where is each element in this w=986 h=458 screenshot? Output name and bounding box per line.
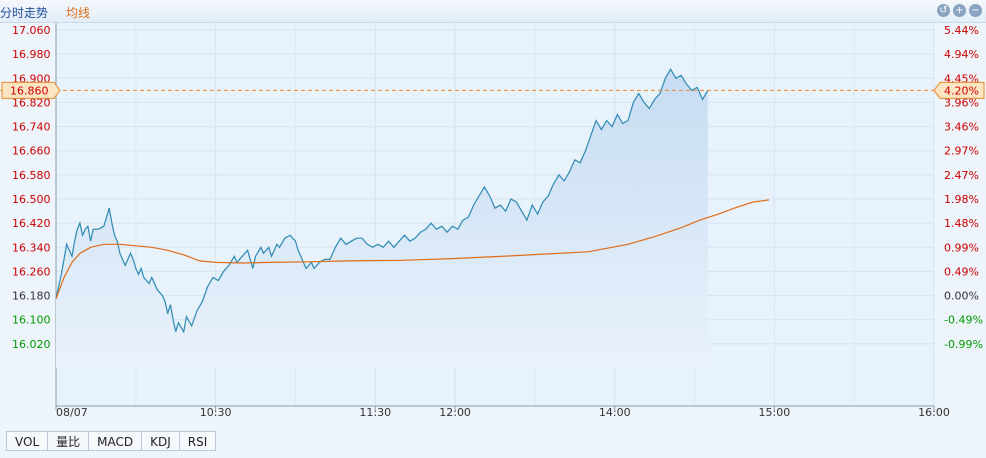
current-price-label: 16.860 (10, 84, 49, 97)
indicator-tabs: VOL 量比 MACD KDJ RSI (6, 431, 217, 451)
minus-icon[interactable]: − (969, 4, 982, 17)
x-tick-label: 15:00 (759, 406, 791, 419)
x-tick-label: 11:30 (359, 406, 391, 419)
y-tick-pct-label: 0.99% (944, 241, 979, 254)
undo-icon[interactable]: ↺ (937, 4, 950, 17)
y-tick-pct-label: 5.44% (944, 24, 979, 37)
y-tick-label: 17.060 (12, 24, 51, 37)
tab-vol[interactable]: VOL (6, 431, 48, 451)
chart-header: 分时走势 均线 ↺ + − (0, 0, 986, 23)
y-tick-label: 16.260 (12, 265, 51, 278)
y-tick-pct-label: 0.00% (944, 290, 979, 303)
y-tick-label: 16.580 (12, 169, 51, 182)
price-area (56, 69, 708, 368)
y-tick-pct-label: 1.98% (944, 193, 979, 206)
y-tick-pct-label: 2.97% (944, 145, 979, 158)
current-pct-marker (933, 81, 985, 99)
x-tick-label: 16:00 (918, 406, 950, 419)
y-tick-label: 16.340 (12, 241, 51, 254)
avg-line (55, 199, 770, 299)
y-tick-pct-label: 2.47% (944, 169, 979, 182)
tab-kdj[interactable]: KDJ (141, 431, 179, 451)
y-tick-pct-label: -0.99% (944, 338, 983, 351)
y-tick-label: 16.100 (12, 314, 51, 327)
y-tick-label: 16.820 (12, 96, 51, 109)
x-tick-label: 10:30 (200, 406, 232, 419)
x-tick-label: 12:00 (439, 406, 471, 419)
avg-line-legend: 均线 (66, 6, 91, 20)
plus-icon[interactable]: + (953, 4, 966, 17)
x-tick-label: 14:00 (599, 406, 631, 419)
tab-volume-ratio[interactable]: 量比 (47, 431, 89, 451)
y-tick-label: 16.740 (12, 121, 51, 134)
toolbar: ↺ + − (937, 4, 982, 17)
chart-title: 分时走势 (0, 6, 49, 20)
y-tick-label: 16.660 (12, 145, 51, 158)
y-tick-pct-label: 0.49% (944, 265, 979, 278)
y-tick-pct-label: 1.48% (944, 217, 979, 230)
current-price-marker (1, 81, 61, 99)
y-tick-label: 16.980 (12, 48, 51, 61)
y-tick-pct-label: -0.49% (944, 314, 983, 327)
price-line (55, 68, 709, 334)
current-pct-label: 4.20% (944, 84, 979, 97)
x-tick-label: 08/07 (56, 406, 88, 419)
tab-macd[interactable]: MACD (88, 431, 142, 451)
tab-rsi[interactable]: RSI (178, 431, 217, 451)
y-tick-label: 16.420 (12, 217, 51, 230)
y-tick-pct-label: 3.46% (944, 121, 979, 134)
y-tick-label: 16.180 (12, 290, 51, 303)
y-tick-pct-label: 4.94% (944, 48, 979, 61)
y-tick-label: 16.020 (12, 338, 51, 351)
y-tick-pct-label: 3.96% (944, 96, 979, 109)
y-tick-label: 16.500 (12, 193, 51, 206)
